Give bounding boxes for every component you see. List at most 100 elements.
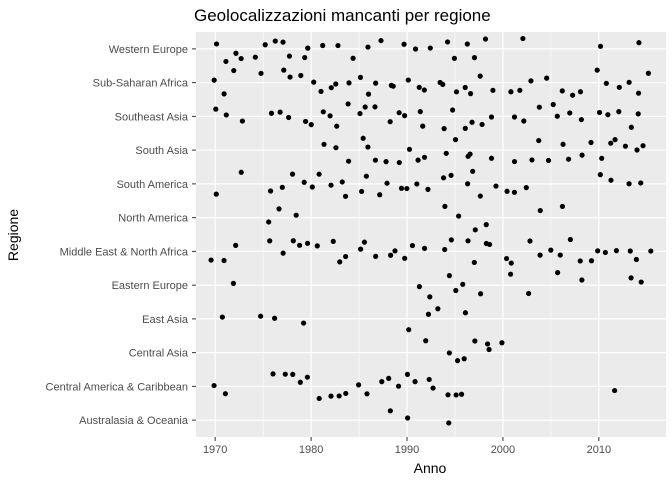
- data-point: [456, 213, 462, 219]
- data-point: [417, 109, 423, 115]
- data-point: [612, 387, 618, 394]
- data-point: [435, 306, 441, 312]
- data-point: [503, 255, 510, 262]
- data-point: [304, 240, 311, 246]
- data-point: [230, 280, 237, 286]
- data-point: [483, 222, 489, 228]
- data-point: [544, 75, 550, 81]
- data-point: [223, 58, 229, 65]
- data-point: [406, 146, 413, 152]
- data-point: [345, 101, 351, 107]
- data-point: [213, 106, 219, 112]
- data-point: [451, 55, 458, 61]
- data-point: [311, 79, 317, 85]
- data-point: [405, 77, 411, 83]
- data-point: [462, 84, 468, 91]
- data-point: [276, 206, 282, 212]
- data-point: [508, 260, 514, 266]
- data-point: [596, 109, 603, 116]
- data-point: [373, 80, 379, 86]
- data-point: [328, 393, 334, 399]
- data-point: [267, 188, 274, 194]
- x-axis-ticks: 1970 1980 1990 2000 2010: [203, 437, 611, 456]
- data-point: [477, 193, 483, 199]
- data-point: [616, 84, 622, 90]
- data-point: [387, 119, 393, 125]
- data-point: [603, 80, 609, 86]
- data-point: [529, 157, 535, 163]
- x-tick-label: 2000: [491, 444, 515, 456]
- data-point: [594, 67, 600, 73]
- data-point: [536, 104, 542, 110]
- data-point: [490, 87, 496, 93]
- data-point: [290, 238, 296, 244]
- data-point: [281, 67, 287, 73]
- data-point: [356, 382, 362, 388]
- data-point: [365, 91, 372, 97]
- data-point: [416, 84, 422, 90]
- data-point: [523, 185, 529, 191]
- data-point: [511, 189, 518, 195]
- data-point: [488, 155, 495, 161]
- data-point: [448, 172, 454, 178]
- data-point: [289, 171, 296, 177]
- data-point: [233, 50, 239, 56]
- data-point: [577, 89, 584, 95]
- data-point: [359, 188, 365, 195]
- data-point: [640, 143, 646, 149]
- data-point: [461, 356, 467, 362]
- y-tick-label: South America: [116, 179, 188, 191]
- data-point: [626, 79, 632, 85]
- x-tick-label: 1990: [395, 444, 419, 456]
- data-point: [328, 85, 334, 91]
- data-point: [517, 87, 523, 93]
- data-point: [608, 140, 614, 146]
- data-point: [401, 41, 407, 47]
- data-point: [361, 239, 368, 245]
- data-point: [327, 113, 333, 119]
- data-point: [579, 152, 585, 158]
- data-point: [337, 259, 343, 265]
- data-point: [440, 175, 447, 181]
- data-point: [577, 258, 583, 264]
- data-point: [504, 188, 510, 194]
- data-point: [470, 168, 476, 174]
- data-point: [567, 110, 573, 116]
- data-point: [446, 350, 452, 356]
- data-point: [314, 243, 320, 249]
- x-tick-label: 1970: [203, 444, 227, 456]
- data-point: [597, 43, 604, 49]
- y-tick-label: Middle East & North Africa: [60, 246, 189, 258]
- data-point: [421, 154, 428, 160]
- data-point: [386, 375, 392, 382]
- data-point: [339, 179, 345, 185]
- data-point: [414, 181, 420, 187]
- data-point: [537, 252, 543, 258]
- data-point: [238, 55, 244, 62]
- data-point: [467, 151, 473, 157]
- data-point: [420, 123, 426, 129]
- data-point: [350, 55, 356, 61]
- data-point: [545, 157, 552, 164]
- data-point: [287, 74, 293, 80]
- data-point: [560, 141, 566, 147]
- data-point: [357, 74, 364, 80]
- data-point: [377, 192, 383, 198]
- data-point: [365, 144, 371, 150]
- data-point: [441, 126, 447, 132]
- data-point: [633, 256, 639, 263]
- data-point: [628, 124, 634, 130]
- data-point: [286, 114, 292, 121]
- y-tick-label: Central Asia: [129, 348, 189, 360]
- data-point: [486, 346, 492, 353]
- data-point: [507, 271, 514, 277]
- data-point: [557, 252, 563, 258]
- data-point: [320, 42, 326, 49]
- data-point: [286, 53, 293, 59]
- data-point: [412, 379, 418, 385]
- data-point: [605, 112, 611, 118]
- data-point: [448, 237, 454, 243]
- data-point: [528, 78, 534, 84]
- data-point: [425, 311, 432, 317]
